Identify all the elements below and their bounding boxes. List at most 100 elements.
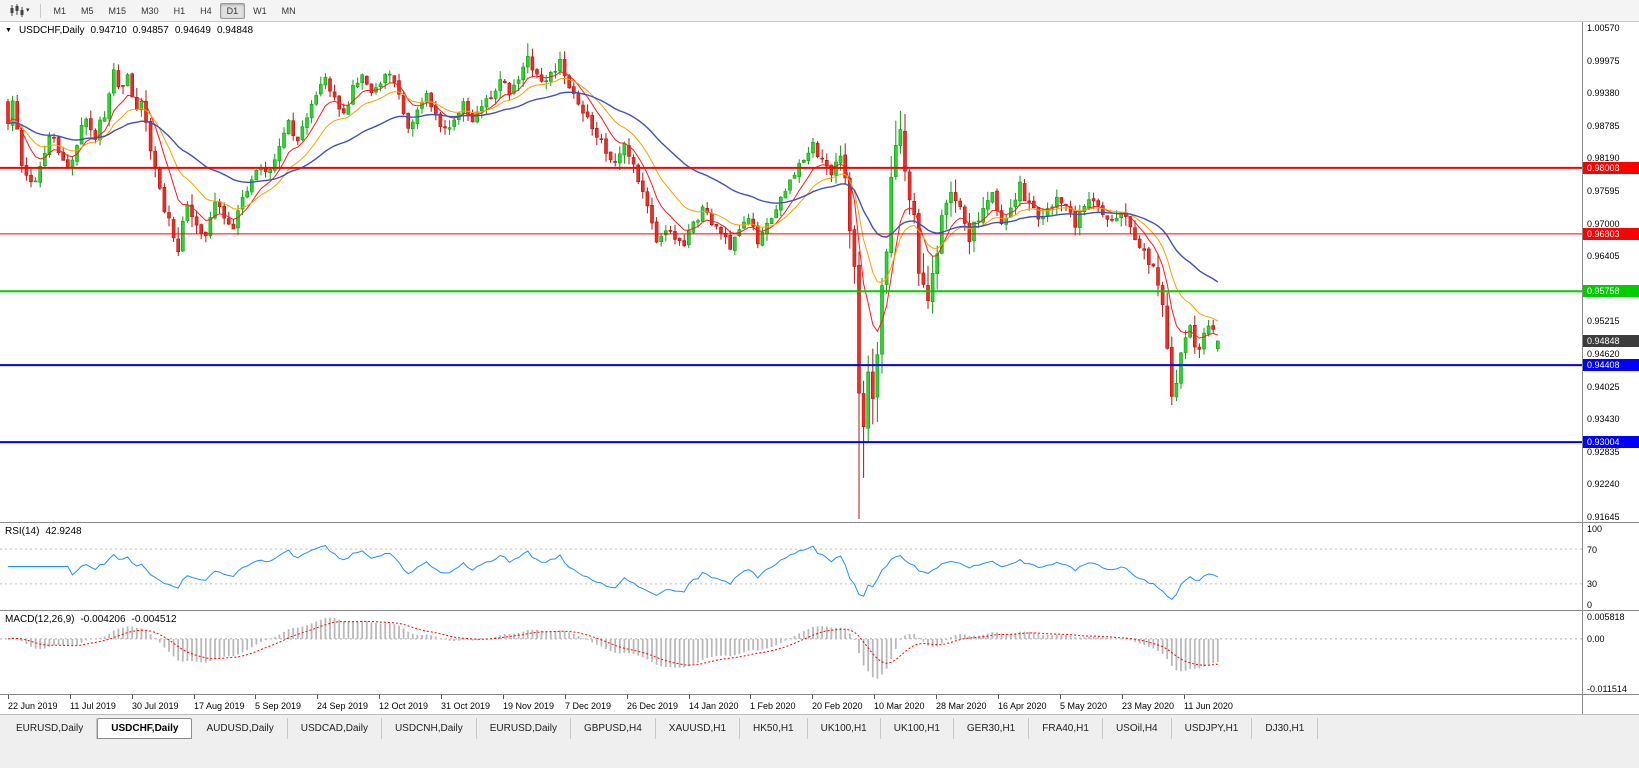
ohlc-close: 0.94848 xyxy=(216,25,254,36)
rsi-title: RSI(14) 42.9248 xyxy=(5,526,82,537)
timeframe-button-m15[interactable]: M15 xyxy=(108,5,127,16)
macd-main-value: -0.004206 xyxy=(80,614,126,625)
chevron-down-icon: ▾ xyxy=(26,7,30,14)
chart-tab-audusd-daily[interactable]: AUDUSD,Daily xyxy=(193,718,288,739)
chart-tab-xauusd-h1[interactable]: XAUUSD,H1 xyxy=(656,718,741,739)
price-tick-label: 0.92240 xyxy=(1587,479,1620,489)
price-chart-pane[interactable]: ▼ USDCHF,Daily 0.94710 0.94857 0.94649 0… xyxy=(0,22,1582,522)
chart-tab-dj30-h1[interactable]: DJ30,H1 xyxy=(1252,718,1319,739)
macd-axis-label: 0.005818 xyxy=(1587,612,1625,622)
chart-tab-eurusd-daily[interactable]: EURUSD,Daily xyxy=(3,718,98,739)
timeframe-button-w1[interactable]: W1 xyxy=(253,5,267,16)
time-axis-label: 22 Jun 2019 xyxy=(8,701,58,711)
symbol-period-label: USDCHF,Daily xyxy=(18,25,85,36)
chart-tab-usdcnh-daily[interactable]: USDCNH,Daily xyxy=(382,718,477,739)
time-axis-tick xyxy=(194,695,195,699)
current-price-label: 0.94848 xyxy=(1583,335,1639,347)
price-tick-label: 0.99380 xyxy=(1587,88,1620,98)
time-axis-label: 24 Sep 2019 xyxy=(317,701,369,711)
time-axis-tick xyxy=(132,695,133,699)
time-axis-label: 11 Jul 2019 xyxy=(70,701,116,711)
rsi-axis-label: 30 xyxy=(1587,579,1598,589)
macd-axis-label: 0.00 xyxy=(1587,634,1605,644)
time-axis-tick xyxy=(565,695,566,699)
chart-type-icon[interactable]: ▾ xyxy=(5,2,34,19)
time-axis-tick xyxy=(317,695,318,699)
axis-corner xyxy=(1582,694,1639,714)
time-axis-label: 14 Jan 2020 xyxy=(689,701,739,711)
time-axis-tick xyxy=(627,695,628,699)
chart-tab-gbpusd-h4[interactable]: GBPUSD,H4 xyxy=(571,718,656,739)
time-axis-tick xyxy=(70,695,71,699)
chart-tab-uk100-h1[interactable]: UK100,H1 xyxy=(808,718,881,739)
ohlc-high: 0.94857 xyxy=(132,25,169,36)
time-axis-tick xyxy=(750,695,751,699)
time-axis-tick xyxy=(1060,695,1061,699)
time-axis-tick xyxy=(1184,695,1185,699)
macd-axis-label: -0.011514 xyxy=(1587,684,1627,694)
macd-signal-value: -0.004512 xyxy=(131,614,177,625)
price-tick-label: 0.95215 xyxy=(1587,316,1620,326)
toolbar-separator xyxy=(39,3,41,18)
time-axis-tick xyxy=(255,695,256,699)
chart-tab-uk100-h1[interactable]: UK100,H1 xyxy=(881,718,954,739)
hline-price-label: 0.93004 xyxy=(1583,436,1639,448)
candlestick-chart-icon xyxy=(10,4,24,17)
time-axis-tick xyxy=(936,695,937,699)
chart-tab-usoil-h4[interactable]: USOil,H4 xyxy=(1103,718,1172,739)
rsi-label: RSI(14) xyxy=(5,526,40,537)
chart-tab-hk50-h1[interactable]: HK50,H1 xyxy=(740,718,808,739)
timeframe-buttons: M1 M5 M15 M30 H1 H4 D1 W1 MN xyxy=(47,2,303,19)
timeframe-button-m5[interactable]: M5 xyxy=(81,5,94,16)
price-tick-label: 1.00570 xyxy=(1587,23,1620,33)
time-axis[interactable]: 22 Jun 2019 11 Jul 2019 30 Jul 2019 17 Aug … xyxy=(0,694,1582,714)
macd-pane[interactable]: MACD(12,26,9) -0.004206 -0.004512 xyxy=(0,610,1582,694)
rsi-pane[interactable]: RSI(14) 42.9248 xyxy=(0,522,1582,610)
time-axis-label: 12 Oct 2019 xyxy=(379,701,429,711)
macd-canvas[interactable] xyxy=(0,611,1582,694)
rsi-axis-label: 0 xyxy=(1587,600,1593,610)
time-axis-tick xyxy=(379,695,380,699)
chart-tab-eurusd-daily[interactable]: EURUSD,Daily xyxy=(477,718,571,739)
hline-price-label: 0.95758 xyxy=(1583,285,1639,297)
timeframe-button-m1[interactable]: M1 xyxy=(53,5,67,16)
timeframe-button-h4[interactable]: H4 xyxy=(200,5,212,16)
time-axis-label: 10 Mar 2020 xyxy=(874,701,925,711)
dropdown-triangle-icon[interactable]: ▼ xyxy=(5,27,12,34)
chart-tab-ger30-h1[interactable]: GER30,H1 xyxy=(954,718,1030,739)
timeframe-button-m30[interactable]: M30 xyxy=(141,5,159,16)
price-tick-label: 0.98785 xyxy=(1587,121,1620,131)
ohlc-open: 0.94710 xyxy=(90,25,127,36)
time-axis-label: 28 Mar 2020 xyxy=(936,701,987,711)
price-chart-canvas[interactable] xyxy=(0,22,1582,522)
ohlc-low: 0.94649 xyxy=(174,25,211,36)
hline-price-label: 0.94408 xyxy=(1583,359,1639,371)
price-tick-label: 0.93430 xyxy=(1587,414,1620,424)
time-axis-label: 19 Nov 2019 xyxy=(503,701,555,711)
timeframe-button-d1[interactable]: D1 xyxy=(219,2,246,19)
chart-tab-usdchf-daily[interactable]: USDCHF,Daily xyxy=(97,718,193,739)
time-axis-label: 5 Sep 2019 xyxy=(255,701,302,711)
time-axis-label: 7 Dec 2019 xyxy=(565,701,612,711)
price-tick-label: 0.91645 xyxy=(1587,512,1620,522)
timeframe-button-h1[interactable]: H1 xyxy=(173,5,186,16)
macd-label: MACD(12,26,9) xyxy=(5,614,75,625)
time-axis-tick xyxy=(874,695,875,699)
time-axis-label: 5 May 2020 xyxy=(1060,701,1108,711)
hline-price-label: 0.98008 xyxy=(1583,162,1639,174)
time-axis-label: 1 Feb 2020 xyxy=(750,701,796,711)
chart-tab-usdcad-daily[interactable]: USDCAD,Daily xyxy=(288,718,382,739)
macd-title: MACD(12,26,9) -0.004206 -0.004512 xyxy=(5,614,177,625)
chart-tab-bar: EURUSD,Daily USDCHF,Daily AUDUSD,Daily USDC… xyxy=(0,714,1639,768)
price-tick-label: 0.94620 xyxy=(1587,349,1620,359)
time-axis-tick xyxy=(689,695,690,699)
time-axis-label: 20 Feb 2020 xyxy=(812,701,863,711)
price-tick-label: 0.94025 xyxy=(1587,382,1620,392)
chart-tab-fra40-h1[interactable]: FRA40,H1 xyxy=(1029,718,1103,739)
rsi-canvas[interactable] xyxy=(0,523,1582,610)
price-axis[interactable]: 1.00570 0.99975 0.99380 0.98785 0.98190 0.975… xyxy=(1582,22,1639,522)
timeframe-button-mn[interactable]: MN xyxy=(281,5,296,16)
chart-tab-usdjpy-h1[interactable]: USDJPY,H1 xyxy=(1172,718,1253,739)
chart-workspace: ▼ USDCHF,Daily 0.94710 0.94857 0.94649 0… xyxy=(0,22,1639,714)
